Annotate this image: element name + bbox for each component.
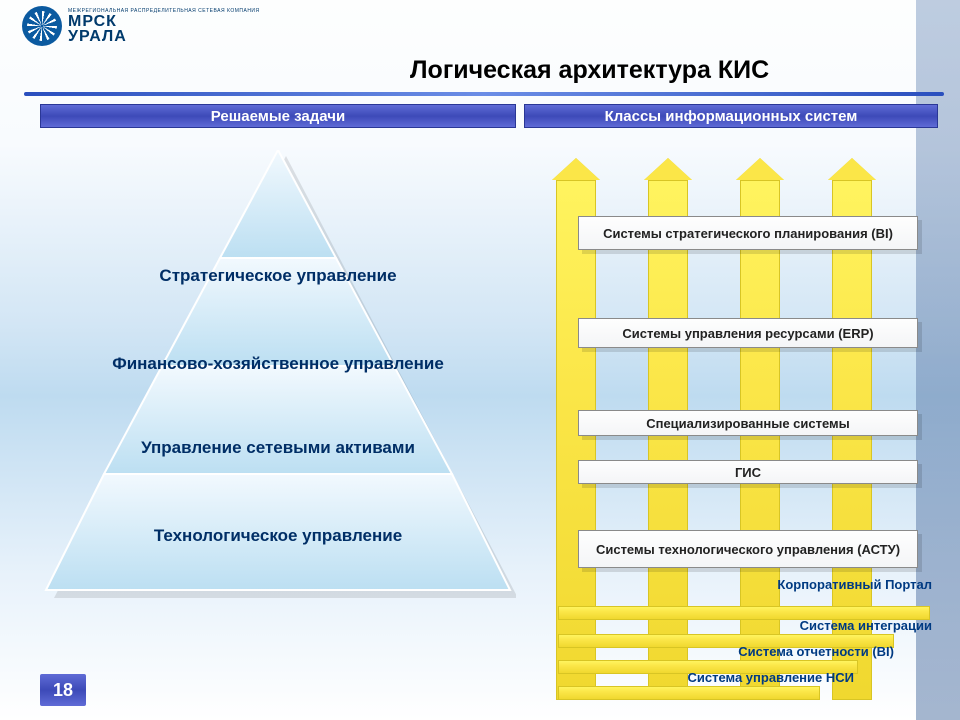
system-box-bi: Системы стратегического планирования (BI… [578, 216, 918, 250]
pyramid-level-2: Финансово-хозяйственное управление [40, 354, 516, 374]
header: МЕЖРЕГИОНАЛЬНАЯ РАСПРЕДЕЛИТЕЛЬНАЯ СЕТЕВА… [0, 0, 960, 92]
header-divider [24, 92, 944, 96]
pyramid: Стратегическое управление Финансово-хозя… [40, 150, 516, 614]
logo-icon [22, 6, 62, 46]
logo-text: МЕЖРЕГИОНАЛЬНАЯ РАСПРЕДЕЛИТЕЛЬНАЯ СЕТЕВА… [68, 8, 260, 44]
system-box-specialized: Специализированные системы [578, 410, 918, 436]
brand-logo: МЕЖРЕГИОНАЛЬНАЯ РАСПРЕДЕЛИТЕЛЬНАЯ СЕТЕВА… [22, 6, 260, 46]
column-header-left: Решаемые задачи [40, 104, 516, 128]
brand-line2: УРАЛА [68, 29, 260, 44]
system-box-erp: Системы управления ресурсами (ERP) [578, 318, 918, 348]
layer-bar-4 [558, 686, 820, 700]
column-header-right: Классы информационных систем [524, 104, 938, 128]
pyramid-level-3: Управление сетевыми активами [40, 438, 516, 458]
pyramid-level-4: Технологическое управление [40, 526, 516, 546]
arrow-col-2 [648, 180, 688, 700]
brand-line1: МРСК [68, 14, 260, 29]
system-box-astu: Системы технологического управления (АСТ… [578, 530, 918, 568]
slide-title: Логическая архитектура КИС [410, 56, 769, 85]
arrow-col-1 [556, 180, 596, 700]
system-box-gis: ГИС [578, 460, 918, 484]
layer-label-reporting: Система отчетности (BI) [634, 644, 894, 659]
layer-label-portal: Корпоративный Портал [772, 578, 932, 592]
page-number: 18 [40, 674, 86, 706]
layer-label-nsi: Система управление НСИ [554, 670, 854, 685]
layer-label-integration: Система интеграции [712, 618, 932, 633]
pyramid-level-1: Стратегическое управление [40, 266, 516, 286]
